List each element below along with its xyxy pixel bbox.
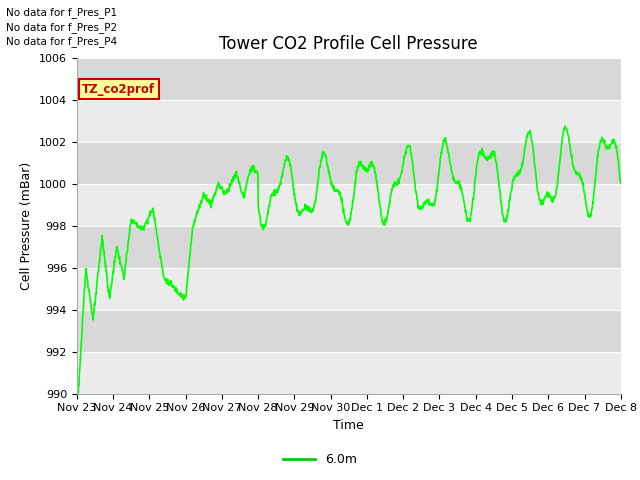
Bar xyxy=(77,351,621,394)
Text: No data for f_Pres_P2: No data for f_Pres_P2 xyxy=(6,22,118,33)
Bar xyxy=(77,99,621,142)
Bar xyxy=(77,267,621,310)
Bar xyxy=(77,142,621,183)
Legend: 6.0m: 6.0m xyxy=(278,448,362,471)
Bar xyxy=(77,183,621,226)
Bar xyxy=(77,226,621,267)
Title: Tower CO2 Profile Cell Pressure: Tower CO2 Profile Cell Pressure xyxy=(220,35,478,53)
Text: No data for f_Pres_P1: No data for f_Pres_P1 xyxy=(6,7,118,18)
Text: No data for f_Pres_P4: No data for f_Pres_P4 xyxy=(6,36,118,47)
Text: TZ_co2prof: TZ_co2prof xyxy=(82,83,156,96)
Bar xyxy=(77,58,621,99)
Y-axis label: Cell Pressure (mBar): Cell Pressure (mBar) xyxy=(20,161,33,290)
Bar xyxy=(77,310,621,351)
X-axis label: Time: Time xyxy=(333,419,364,432)
